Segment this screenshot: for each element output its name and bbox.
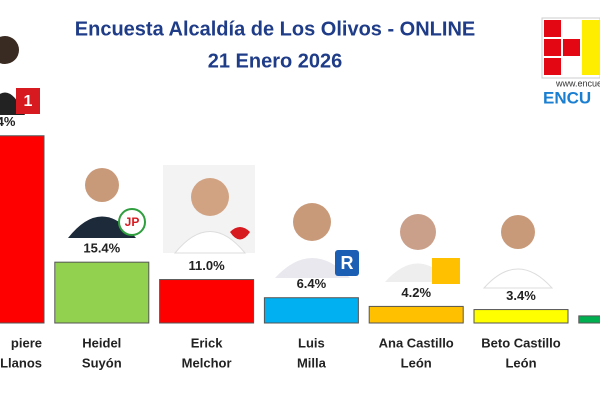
candidate-photo bbox=[385, 214, 460, 284]
x-tick-label: León bbox=[505, 355, 536, 370]
logo-name: ENCU bbox=[543, 88, 591, 107]
badge: JP bbox=[125, 215, 140, 229]
value-label: 47.4% bbox=[0, 114, 16, 129]
logo-square bbox=[544, 58, 561, 75]
x-tick-label: León bbox=[401, 355, 432, 370]
x-tick-label: Luis bbox=[298, 335, 325, 350]
x-tick-label: Heidel bbox=[82, 335, 121, 350]
bar bbox=[368, 305, 464, 324]
value-label: 3.4% bbox=[506, 288, 536, 303]
value-label: 4.2% bbox=[401, 285, 431, 300]
bar bbox=[473, 309, 569, 324]
badge: R bbox=[341, 253, 354, 273]
value-label: 11.0% bbox=[189, 258, 226, 273]
photos: 1 JP R bbox=[0, 36, 554, 289]
logo-url: www.encue bbox=[555, 78, 600, 88]
bar bbox=[159, 279, 255, 324]
logo-square bbox=[563, 39, 580, 56]
badge: 1 bbox=[24, 93, 33, 110]
logo: www.encue ENCU bbox=[541, 17, 600, 107]
bar bbox=[54, 261, 150, 324]
x-tick-label: Melchor bbox=[182, 355, 232, 370]
x-tick-label: Erick bbox=[191, 335, 224, 350]
value-label: 15.4% bbox=[83, 241, 120, 256]
candidate-photo bbox=[482, 215, 554, 289]
bar bbox=[0, 135, 45, 324]
x-tick-label: Ana Castillo bbox=[379, 335, 454, 350]
x-tick-label: Milla bbox=[297, 355, 327, 370]
x-tick-label: Beto Castillo bbox=[481, 335, 561, 350]
bar bbox=[263, 297, 359, 324]
x-tick-label: Llanos bbox=[0, 355, 42, 370]
logo-square bbox=[544, 39, 561, 56]
candidate-photo bbox=[163, 165, 255, 254]
x-tick-label: Suyón bbox=[82, 355, 122, 370]
x-tick-label: piere bbox=[11, 335, 42, 350]
candidate-photo: R bbox=[275, 203, 359, 278]
candidate-photo: 1 bbox=[0, 36, 40, 115]
chart-title: Encuesta Alcaldía de Los Olivos - ONLINE bbox=[75, 18, 475, 40]
logo-square bbox=[582, 20, 600, 75]
value-label: 6.4% bbox=[297, 276, 327, 291]
logo-square bbox=[544, 20, 561, 37]
bar bbox=[578, 315, 600, 324]
chart-subtitle: 21 Enero 2026 bbox=[208, 50, 343, 72]
candidate-photo: JP bbox=[68, 168, 146, 238]
